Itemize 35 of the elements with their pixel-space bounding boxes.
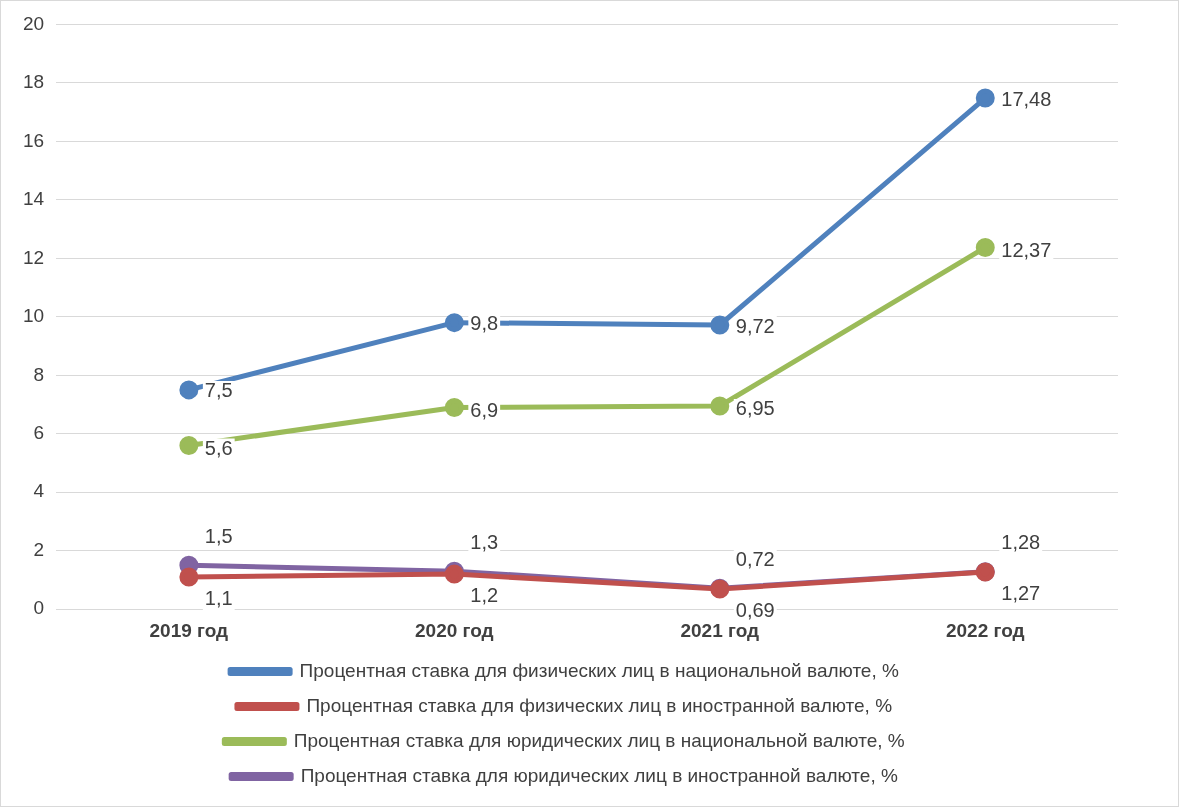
data-label: 0,72 bbox=[735, 547, 775, 570]
y-tick-label: 10 bbox=[22, 305, 45, 327]
y-tick-label: 0 bbox=[33, 597, 45, 619]
data-label: 1,1 bbox=[204, 586, 233, 609]
y-tick-label: 6 bbox=[33, 421, 45, 443]
data-label: 7,5 bbox=[204, 379, 233, 402]
data-label: 1,5 bbox=[204, 524, 233, 547]
y-tick-label: 18 bbox=[22, 71, 45, 93]
y-tick-label: 8 bbox=[33, 363, 45, 385]
data-label: 17,48 bbox=[1001, 87, 1052, 110]
y-tick-label: 16 bbox=[22, 129, 45, 151]
legend-label: Процентная ставка для юридических лиц в национальной валюте, % bbox=[293, 729, 905, 751]
data-label: 12,37 bbox=[1001, 239, 1052, 262]
x-tick-label: 2021 год bbox=[680, 619, 760, 641]
x-tick-label: 2019 год bbox=[149, 619, 229, 641]
data-label: 1,2 bbox=[470, 583, 499, 606]
y-tick-label: 4 bbox=[33, 480, 45, 502]
legend-label: Процентная ставка для физических лиц в иностранной валюте, % bbox=[306, 694, 893, 716]
data-label: 9,72 bbox=[735, 314, 775, 337]
y-tick-label: 20 bbox=[22, 12, 45, 34]
data-label: 5,6 bbox=[204, 436, 233, 459]
data-label: 9,8 bbox=[470, 312, 499, 335]
x-tick-label: 2022 год bbox=[945, 619, 1025, 641]
data-label: 6,9 bbox=[470, 398, 499, 421]
data-label: 0,69 bbox=[735, 598, 775, 621]
y-tick-label: 14 bbox=[22, 188, 45, 210]
data-label: 6,95 bbox=[735, 397, 775, 420]
legend-label: Процентная ставка для юридических лиц в иностранной валюте, % bbox=[300, 764, 898, 786]
data-label: 1,27 bbox=[1001, 581, 1041, 604]
data-label: 1,28 bbox=[1001, 531, 1041, 554]
y-tick-label: 2 bbox=[33, 538, 45, 560]
x-tick-label: 2020 год bbox=[415, 619, 494, 641]
legend-label: Процентная ставка для физических лиц в национальной валюте, % bbox=[299, 659, 899, 681]
y-tick-label: 12 bbox=[22, 246, 45, 268]
data-label: 1,3 bbox=[470, 530, 499, 553]
